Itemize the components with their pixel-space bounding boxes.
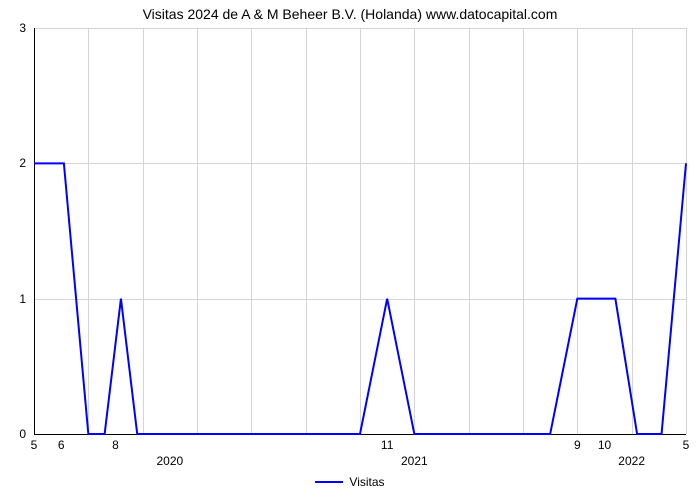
y-tick-label: 0 bbox=[0, 427, 26, 441]
series-polyline bbox=[34, 163, 686, 434]
y-tick-label: 2 bbox=[0, 156, 26, 170]
plot-area bbox=[34, 28, 686, 434]
x-tick-label: 5 bbox=[31, 438, 38, 452]
gridline-vertical bbox=[686, 28, 687, 434]
x-year-label: 2021 bbox=[401, 454, 428, 468]
x-tick-label: 9 bbox=[574, 438, 581, 452]
legend-item: Visitas bbox=[315, 475, 384, 489]
x-tick-label: 10 bbox=[598, 438, 611, 452]
legend: Visitas bbox=[0, 470, 700, 489]
x-year-label: 2022 bbox=[618, 454, 645, 468]
legend-label: Visitas bbox=[349, 475, 384, 489]
x-tick-label: 8 bbox=[112, 438, 119, 452]
legend-line bbox=[315, 481, 343, 483]
y-tick-label: 1 bbox=[0, 292, 26, 306]
x-year-label: 2020 bbox=[156, 454, 183, 468]
chart-title: Visitas 2024 de A & M Beheer B.V. (Holan… bbox=[0, 6, 700, 22]
y-tick-label: 3 bbox=[0, 21, 26, 35]
chart-container: Visitas 2024 de A & M Beheer B.V. (Holan… bbox=[0, 0, 700, 500]
x-tick-label: 6 bbox=[58, 438, 65, 452]
x-tick-label: 5 bbox=[683, 438, 690, 452]
x-tick-label: 11 bbox=[381, 438, 393, 452]
line-series bbox=[34, 28, 686, 434]
